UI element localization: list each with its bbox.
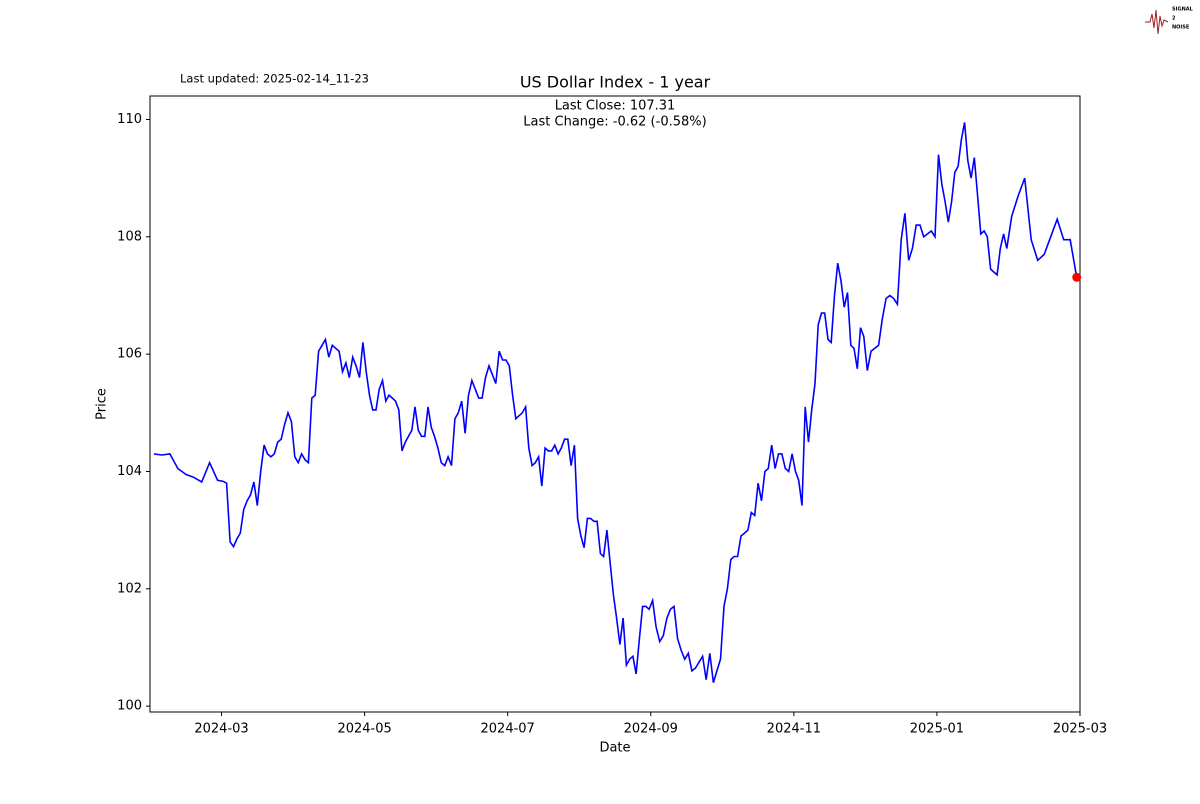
y-axis-label: Price — [95, 388, 110, 420]
annotation: Last Close: 107.31 — [555, 99, 676, 114]
annotation: Last Change: -0.62 (-0.58%) — [523, 115, 706, 130]
logo-text: 2 — [1172, 16, 1176, 22]
y-tick-label: 100 — [117, 699, 142, 714]
plot-frame — [149, 95, 1081, 713]
y-tick-label: 110 — [117, 112, 142, 127]
y-tick-label: 106 — [117, 347, 142, 362]
price-line — [153, 122, 1078, 683]
x-tick-label: 2024-09 — [624, 722, 678, 737]
x-tick-label: 2025-03 — [1053, 722, 1107, 737]
x-tick-label: 2024-05 — [337, 722, 391, 737]
x-tick-label: 2025-01 — [910, 722, 964, 737]
x-tick-label: 2024-07 — [481, 722, 535, 737]
last-close-marker — [1072, 272, 1082, 282]
chart-title: US Dollar Index - 1 year — [520, 73, 711, 92]
x-tick-label: 2024-03 — [194, 722, 248, 737]
last-updated: Last updated: 2025-02-14_11-23 — [180, 72, 369, 86]
logo-text: SIGNAL — [1172, 7, 1194, 13]
y-tick-label: 104 — [117, 464, 142, 479]
y-tick-label: 108 — [117, 229, 142, 244]
logo-text: NOISE — [1172, 25, 1190, 31]
logo-wave — [1145, 9, 1169, 35]
x-tick-label: 2024-11 — [767, 722, 821, 737]
x-axis-label: Date — [599, 741, 630, 756]
y-tick-label: 102 — [117, 581, 142, 596]
